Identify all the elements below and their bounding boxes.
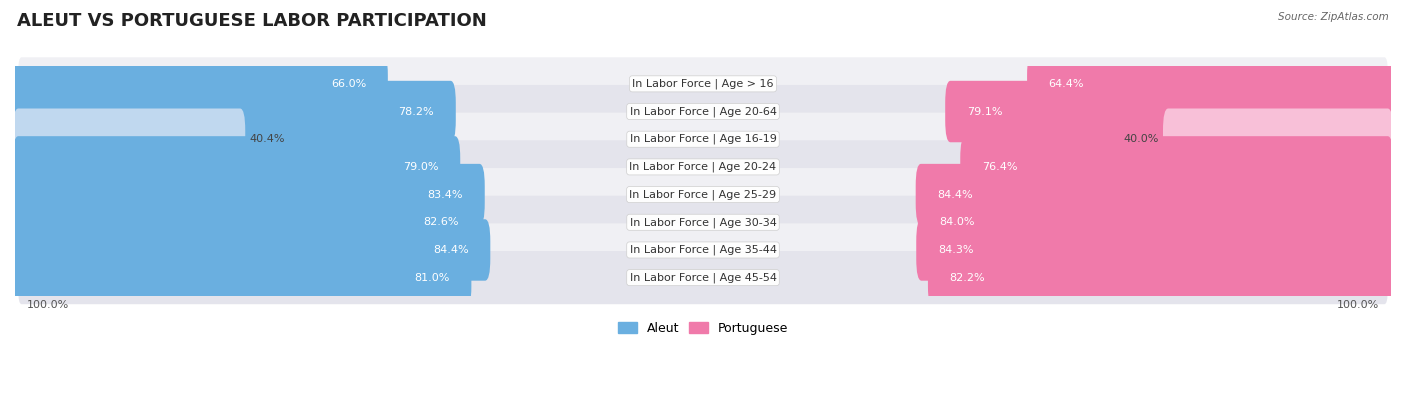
Text: 84.4%: 84.4% <box>433 245 468 255</box>
FancyBboxPatch shape <box>13 164 485 225</box>
FancyBboxPatch shape <box>18 140 1388 194</box>
FancyBboxPatch shape <box>945 81 1393 142</box>
Text: In Labor Force | Age > 16: In Labor Force | Age > 16 <box>633 79 773 89</box>
FancyBboxPatch shape <box>960 136 1393 198</box>
FancyBboxPatch shape <box>18 113 1388 166</box>
Text: In Labor Force | Age 35-44: In Labor Force | Age 35-44 <box>630 245 776 255</box>
Legend: Aleut, Portuguese: Aleut, Portuguese <box>613 317 793 340</box>
Text: 82.2%: 82.2% <box>949 273 986 283</box>
FancyBboxPatch shape <box>1026 53 1393 115</box>
Text: In Labor Force | Age 20-24: In Labor Force | Age 20-24 <box>630 162 776 172</box>
FancyBboxPatch shape <box>915 164 1393 225</box>
FancyBboxPatch shape <box>918 192 1393 253</box>
FancyBboxPatch shape <box>18 196 1388 249</box>
Text: 76.4%: 76.4% <box>981 162 1018 172</box>
Text: 79.1%: 79.1% <box>967 107 1002 117</box>
FancyBboxPatch shape <box>1163 109 1393 170</box>
FancyBboxPatch shape <box>13 109 245 170</box>
Text: 84.4%: 84.4% <box>938 190 973 199</box>
FancyBboxPatch shape <box>13 53 388 115</box>
FancyBboxPatch shape <box>13 192 481 253</box>
Text: ALEUT VS PORTUGUESE LABOR PARTICIPATION: ALEUT VS PORTUGUESE LABOR PARTICIPATION <box>17 12 486 30</box>
FancyBboxPatch shape <box>18 168 1388 221</box>
Text: In Labor Force | Age 16-19: In Labor Force | Age 16-19 <box>630 134 776 145</box>
FancyBboxPatch shape <box>13 81 456 142</box>
Text: 84.3%: 84.3% <box>938 245 973 255</box>
FancyBboxPatch shape <box>18 224 1388 276</box>
Text: In Labor Force | Age 45-54: In Labor Force | Age 45-54 <box>630 273 776 283</box>
FancyBboxPatch shape <box>13 219 491 281</box>
Text: In Labor Force | Age 30-34: In Labor Force | Age 30-34 <box>630 217 776 228</box>
FancyBboxPatch shape <box>928 247 1393 308</box>
FancyBboxPatch shape <box>18 57 1388 111</box>
Text: 79.0%: 79.0% <box>404 162 439 172</box>
Text: 81.0%: 81.0% <box>415 273 450 283</box>
FancyBboxPatch shape <box>18 251 1388 304</box>
FancyBboxPatch shape <box>18 85 1388 138</box>
FancyBboxPatch shape <box>13 247 471 308</box>
Text: 64.4%: 64.4% <box>1049 79 1084 89</box>
Text: 84.0%: 84.0% <box>939 217 974 227</box>
Text: 78.2%: 78.2% <box>398 107 434 117</box>
Text: 82.6%: 82.6% <box>423 217 458 227</box>
Text: 66.0%: 66.0% <box>330 79 366 89</box>
Text: In Labor Force | Age 25-29: In Labor Force | Age 25-29 <box>630 189 776 200</box>
Text: 83.4%: 83.4% <box>427 190 463 199</box>
FancyBboxPatch shape <box>13 136 460 198</box>
Text: 40.4%: 40.4% <box>250 134 285 144</box>
Text: In Labor Force | Age 20-64: In Labor Force | Age 20-64 <box>630 106 776 117</box>
Text: Source: ZipAtlas.com: Source: ZipAtlas.com <box>1278 12 1389 22</box>
FancyBboxPatch shape <box>917 219 1393 281</box>
Text: 40.0%: 40.0% <box>1123 134 1159 144</box>
